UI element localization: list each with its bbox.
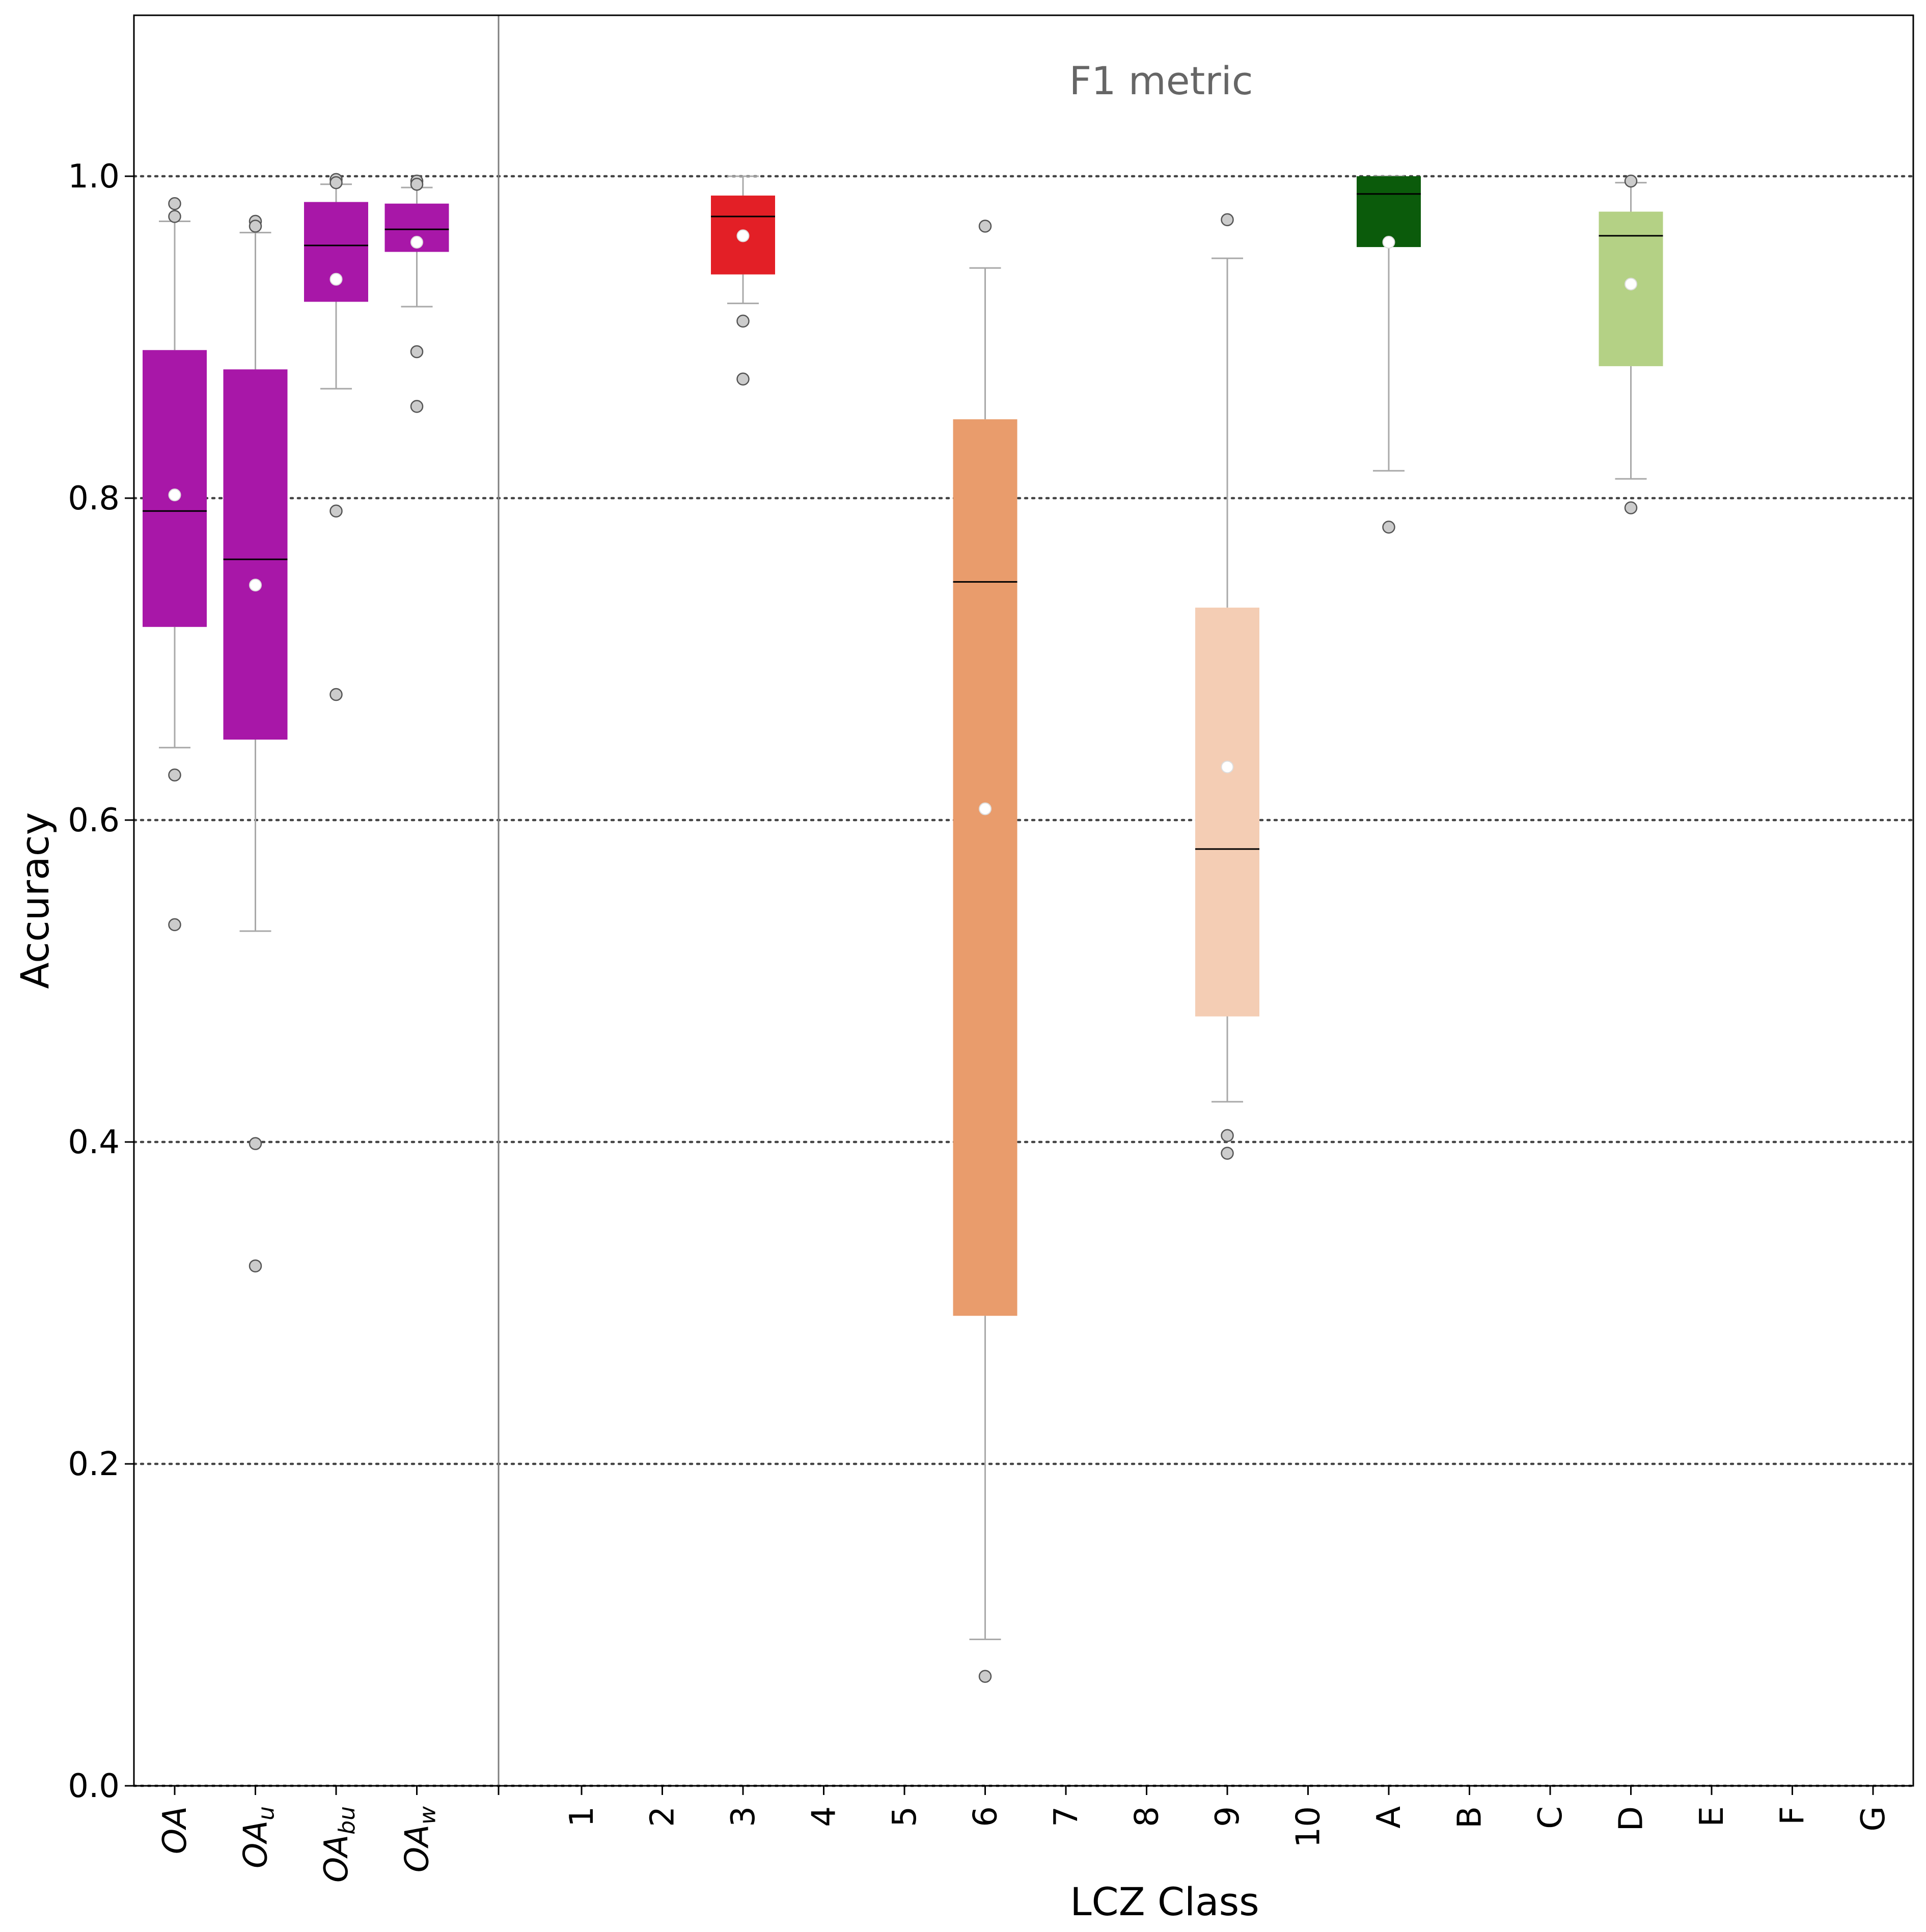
x-tick-label: 10 xyxy=(1290,1806,1328,1847)
y-tick-label: 0.4 xyxy=(68,1124,120,1161)
x-tick-label: D xyxy=(1613,1806,1650,1831)
box-group xyxy=(143,197,207,932)
mean-point xyxy=(736,229,750,242)
outlier-point xyxy=(1221,1129,1234,1142)
x-tick-label: OAw xyxy=(399,1806,441,1872)
box-body xyxy=(1195,607,1259,1017)
x-tick-label-subscript: bu xyxy=(334,1806,360,1835)
annotation-label: F1 metric xyxy=(1069,58,1253,103)
box-body xyxy=(223,369,288,740)
x-tick-label: 4 xyxy=(806,1806,843,1827)
x-tick-label: B xyxy=(1451,1806,1489,1829)
outlier-point xyxy=(168,768,181,782)
box-group xyxy=(384,174,449,413)
mean-point xyxy=(249,579,262,592)
box-group xyxy=(223,214,288,1273)
outlier-point xyxy=(249,1259,262,1273)
outlier-point xyxy=(978,220,992,233)
x-tick-label: 7 xyxy=(1048,1806,1085,1827)
x-tick-label: G xyxy=(1855,1806,1892,1832)
mean-point xyxy=(1221,760,1234,774)
box-group xyxy=(1599,174,1663,514)
x-tick-label-main: OA xyxy=(237,1820,275,1868)
x-tick-label: C xyxy=(1532,1806,1570,1829)
outlier-point xyxy=(978,1670,992,1683)
y-tick-label: 0.6 xyxy=(68,802,120,839)
x-tick-label-subscript: w xyxy=(415,1806,441,1825)
outlier-point xyxy=(249,1137,262,1150)
outlier-point xyxy=(1221,213,1234,227)
box-body xyxy=(1357,176,1421,248)
x-tick-label: A xyxy=(1370,1806,1408,1829)
outlier-point xyxy=(1624,501,1638,514)
x-tick-label: 5 xyxy=(886,1806,924,1827)
outlier-point xyxy=(168,197,181,210)
x-tick-label: 6 xyxy=(967,1806,1005,1827)
outlier-point xyxy=(1624,174,1638,188)
x-tick-label: 1 xyxy=(563,1806,601,1827)
y-tick-label: 0.8 xyxy=(68,480,120,518)
outlier-point xyxy=(410,400,424,413)
mean-point xyxy=(979,802,992,815)
x-tick-label: 9 xyxy=(1209,1806,1247,1827)
outlier-point xyxy=(410,178,424,191)
x-tick-label: 8 xyxy=(1129,1806,1166,1827)
x-tick-label: OAbu xyxy=(318,1806,360,1883)
box-body xyxy=(953,419,1017,1316)
outlier-point xyxy=(329,176,343,189)
y-axis-title: Accuracy xyxy=(12,812,58,989)
x-tick-label-main: OA xyxy=(399,1825,436,1872)
outlier-point xyxy=(410,345,424,359)
box-group xyxy=(1195,213,1259,1160)
x-tick-label: 3 xyxy=(725,1806,762,1827)
x-tick-label: OA xyxy=(156,1806,194,1854)
x-tick-label-main: OA xyxy=(318,1835,355,1883)
mean-point xyxy=(1625,278,1637,291)
outlier-point xyxy=(168,918,181,932)
box-group xyxy=(953,220,1017,1683)
mean-point xyxy=(168,488,181,502)
mean-point xyxy=(1382,236,1395,249)
mean-point xyxy=(329,273,343,286)
x-tick-label: F xyxy=(1774,1806,1812,1825)
box-body xyxy=(143,350,207,627)
outlier-point xyxy=(329,504,343,518)
x-tick-label: E xyxy=(1693,1806,1731,1827)
y-tick-label: 0.2 xyxy=(68,1446,120,1483)
x-axis-title: LCZ Class xyxy=(1070,1879,1259,1924)
y-tick-label: 1.0 xyxy=(68,158,120,196)
outlier-point xyxy=(168,210,181,223)
plot-frame xyxy=(133,14,1914,1787)
outlier-point xyxy=(1221,1147,1234,1160)
outlier-point xyxy=(329,688,343,701)
mean-point xyxy=(410,236,423,249)
x-tick-label-subscript: u xyxy=(254,1806,280,1820)
box-group xyxy=(711,175,775,386)
y-tick-label: 0.0 xyxy=(68,1767,120,1805)
box-group xyxy=(304,173,368,701)
box-group xyxy=(1357,175,1421,534)
outlier-point xyxy=(736,314,750,328)
outlier-point xyxy=(736,372,750,386)
x-tick-label: 2 xyxy=(644,1806,682,1827)
box-body xyxy=(304,202,368,302)
x-tick-label: OAu xyxy=(237,1806,280,1868)
outlier-point xyxy=(249,220,262,233)
x-tick-label-main: OA xyxy=(156,1806,194,1854)
outlier-point xyxy=(1382,521,1395,534)
box-layer xyxy=(143,173,1663,1683)
